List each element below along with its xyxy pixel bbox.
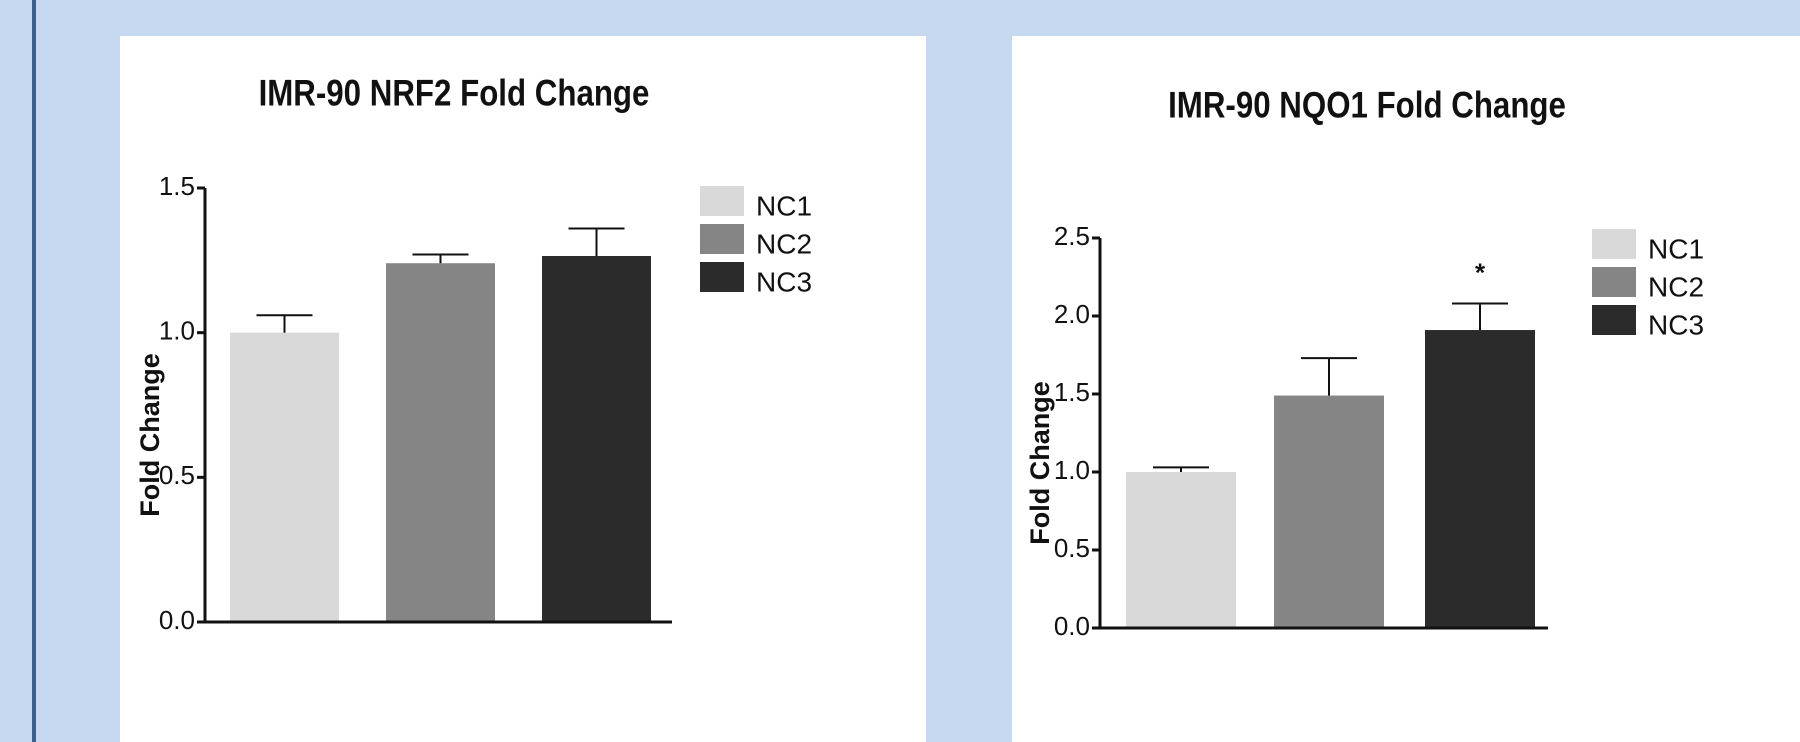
legend-swatch-nc3 bbox=[1592, 305, 1636, 335]
legend-label-nc1: NC1 bbox=[756, 190, 812, 221]
chart-title: IMR-90 NQO1 Fold Change bbox=[1168, 85, 1566, 126]
chart-title: IMR-90 NRF2 Fold Change bbox=[259, 73, 650, 114]
y-tick-label: 1.5 bbox=[159, 171, 195, 201]
bar-nc2 bbox=[386, 263, 495, 622]
y-tick-label: 0.5 bbox=[159, 460, 195, 490]
y-tick-label: 2.5 bbox=[1054, 221, 1090, 251]
bar-nc3 bbox=[1425, 330, 1535, 628]
y-tick-label: 2.0 bbox=[1054, 299, 1090, 329]
y-axis-label: Fold Change bbox=[135, 353, 165, 517]
y-tick-label: 0.0 bbox=[1054, 611, 1090, 641]
y-tick-label: 1.0 bbox=[1054, 455, 1090, 485]
legend-swatch-nc2 bbox=[700, 224, 744, 254]
y-axis-label: Fold Change bbox=[1025, 381, 1055, 545]
left-border-rule bbox=[32, 0, 36, 742]
bar-nc2 bbox=[1274, 395, 1384, 628]
legend-swatch-nc1 bbox=[1592, 229, 1636, 259]
y-tick-label: 0.5 bbox=[1054, 533, 1090, 563]
legend-label-nc1: NC1 bbox=[1648, 233, 1704, 264]
bar-nc1 bbox=[1126, 472, 1236, 628]
legend-label-nc3: NC3 bbox=[1648, 309, 1704, 340]
legend-label-nc3: NC3 bbox=[756, 266, 812, 297]
legend-swatch-nc2 bbox=[1592, 267, 1636, 297]
legend-label-nc2: NC2 bbox=[756, 228, 812, 259]
significance-marker: * bbox=[1475, 258, 1486, 288]
bar-nc1 bbox=[230, 332, 339, 622]
legend-swatch-nc3 bbox=[700, 262, 744, 292]
y-tick-label: 1.0 bbox=[159, 316, 195, 346]
nrf2-bar-chart: IMR-90 NRF2 Fold Change Fold Change 0.0 0.5… bbox=[135, 73, 812, 635]
bar-nc3 bbox=[542, 255, 651, 622]
nqo1-bar-chart: IMR-90 NQO1 Fold Change Fold Change * 0.0 0.… bbox=[1025, 85, 1704, 641]
legend-label-nc2: NC2 bbox=[1648, 271, 1704, 302]
legend-swatch-nc1 bbox=[700, 186, 744, 216]
chart-panel-nrf2: IMR-90 NRF2 Fold Change Fold Change 0.0 0.5… bbox=[120, 36, 926, 742]
y-tick-label: 0.0 bbox=[159, 605, 195, 635]
y-tick-label: 1.5 bbox=[1054, 377, 1090, 407]
chart-panel-nqo1: IMR-90 NQO1 Fold Change Fold Change * 0.0 0.… bbox=[1012, 36, 1800, 742]
